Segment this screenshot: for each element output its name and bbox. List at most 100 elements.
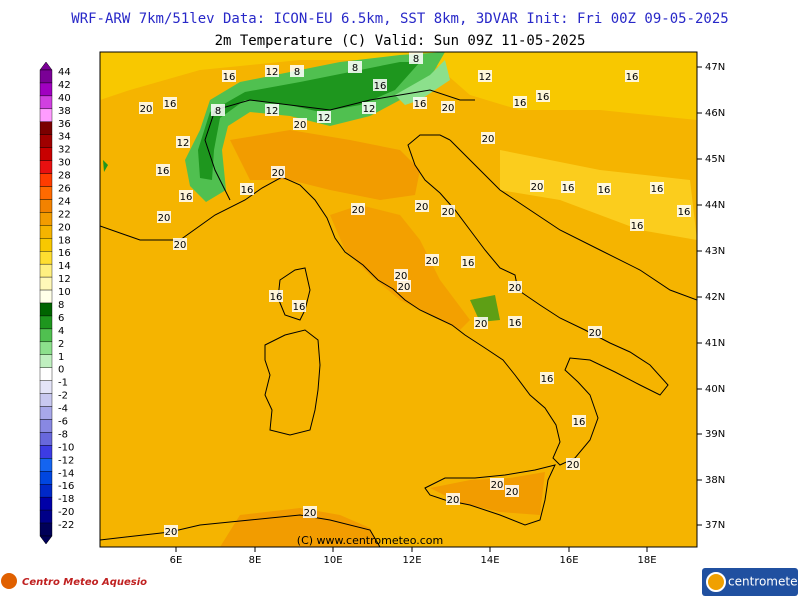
legend-swatch xyxy=(39,199,53,213)
contour-labels: 16 12 8 8 8 12 16 20 16 8 12 20 12 12 16 16 20 16 16 12 16 16… xyxy=(139,52,691,538)
legend-label: -10 xyxy=(58,442,74,453)
legend-swatch xyxy=(39,82,53,97)
contour-label: 16 xyxy=(626,72,639,83)
legend-swatch xyxy=(39,121,53,135)
map-area: 16 12 8 8 8 12 16 20 16 8 12 20 12 12 16 16 20 16 16 12 16 16… xyxy=(100,52,697,547)
contour-label-box xyxy=(677,205,691,217)
contour-label-box xyxy=(351,203,365,215)
legend-swatch xyxy=(39,522,53,537)
contour-label-box xyxy=(508,281,522,293)
contour-label: 20 xyxy=(506,487,519,498)
legend-swatch xyxy=(39,458,53,472)
legend-swatch xyxy=(39,380,53,394)
field-sicily xyxy=(430,472,545,515)
contour-label: 16 xyxy=(573,417,586,428)
map-frame xyxy=(99,51,698,548)
legend-label: 30 xyxy=(58,158,71,169)
field-edge xyxy=(103,160,108,172)
contour-label-box xyxy=(650,182,664,194)
lon-label: 12E xyxy=(402,555,421,566)
contour-label-box xyxy=(139,102,153,114)
legend-swatch xyxy=(39,419,53,433)
legend-label: 6 xyxy=(58,313,64,324)
legend-swatch xyxy=(39,341,53,355)
legend-label: 38 xyxy=(58,106,71,117)
contour-label-box xyxy=(409,52,423,64)
contour-label-box xyxy=(179,190,193,202)
legend-swatch xyxy=(39,328,53,343)
legend-arrow-top xyxy=(39,61,53,71)
contour-label-box xyxy=(211,104,225,116)
logo-left-text: Centro Meteo Aquesio xyxy=(22,577,147,588)
contour-label: 8 xyxy=(294,67,300,78)
legend-swatch xyxy=(39,393,53,407)
contour-label: 16 xyxy=(537,92,550,103)
contour-label: 20 xyxy=(398,282,411,293)
contour-label-box xyxy=(625,70,639,82)
contour-label-box xyxy=(290,65,304,77)
map-title: WRF-ARW 7km/51lev Data: ICON-EU 6.5km, S… xyxy=(71,11,728,27)
contour-label-box xyxy=(362,102,376,114)
legend-swatch xyxy=(39,367,53,381)
axes: 6E 8E 10E 12E 14E 16E 18E 47N 46N 45N 44N 43N 42N 41N… xyxy=(170,62,726,566)
contour-label-box xyxy=(293,118,307,130)
legend-swatch xyxy=(39,134,53,148)
lon-label: 8E xyxy=(249,555,262,566)
contour-label: 20 xyxy=(491,480,504,491)
contour-label: 20 xyxy=(442,103,455,114)
contour-label-box xyxy=(265,104,279,116)
contour-label-box xyxy=(156,164,170,176)
legend-label: -14 xyxy=(58,468,74,479)
legend-swatch xyxy=(39,406,53,420)
legend-swatch xyxy=(39,302,53,317)
contour-label-box xyxy=(176,136,190,148)
contour-label: 16 xyxy=(293,302,306,313)
legend-swatch xyxy=(39,108,53,122)
lon-label: 14E xyxy=(480,555,499,566)
field-background xyxy=(100,52,697,547)
lat-label: 37N xyxy=(705,520,725,531)
contour-label: 16 xyxy=(598,185,611,196)
field-tyrrhenian xyxy=(330,205,470,330)
lat-label: 39N xyxy=(705,429,725,440)
coast-sardinia xyxy=(264,329,321,436)
contour-label: 16 xyxy=(414,99,427,110)
legend-label: 20 xyxy=(58,222,71,233)
field-po-valley xyxy=(230,130,420,200)
legend-label: 10 xyxy=(58,287,71,298)
legend-label: 12 xyxy=(58,274,71,285)
contour-label-box xyxy=(157,211,171,223)
legend-label: 14 xyxy=(58,261,71,272)
contour-label-box xyxy=(536,90,550,102)
legend-swatch xyxy=(39,251,53,265)
legend-label: 16 xyxy=(58,248,71,259)
contour-label-box xyxy=(303,506,317,518)
contour-label: 12 xyxy=(266,106,279,117)
contour-label: 20 xyxy=(304,508,317,519)
contour-label: 20 xyxy=(140,104,153,115)
legend-label: -8 xyxy=(58,429,68,440)
legend-label: -18 xyxy=(58,494,74,505)
contour-label-box xyxy=(446,493,460,505)
field-alps-high xyxy=(198,62,420,180)
contour-label: 12 xyxy=(266,67,279,78)
lat-label: 47N xyxy=(705,62,725,73)
legend-swatch xyxy=(39,69,53,84)
contour-label-box xyxy=(566,458,580,470)
contour-label: 16 xyxy=(157,166,170,177)
lat-label: 46N xyxy=(705,108,725,119)
field-apennines xyxy=(470,295,500,322)
contour-label-box xyxy=(474,317,488,329)
contour-label: 20 xyxy=(395,271,408,282)
legend-label: 1 xyxy=(58,352,64,363)
contour-label-box xyxy=(394,269,408,281)
contour-label: 16 xyxy=(180,192,193,203)
contour-label: 20 xyxy=(447,495,460,506)
legend-label: 34 xyxy=(58,132,71,143)
field-africa xyxy=(220,508,380,547)
contour-label: 20 xyxy=(531,182,544,193)
contour-label: 20 xyxy=(416,202,429,213)
legend-swatch xyxy=(39,147,53,161)
lon-label: 16E xyxy=(559,555,578,566)
legend-swatch xyxy=(39,496,53,511)
